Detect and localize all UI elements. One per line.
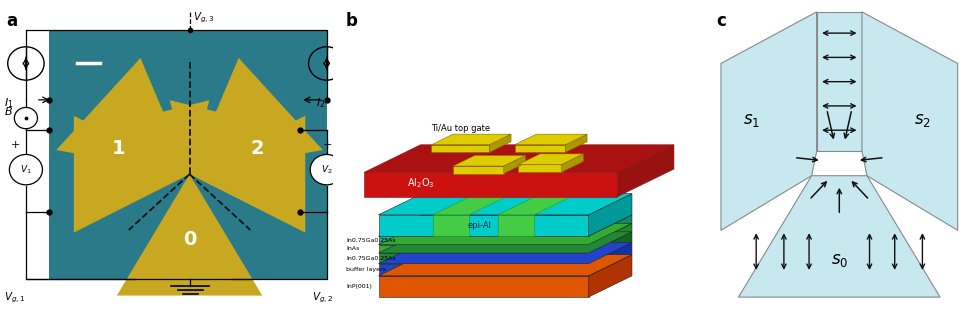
- Polygon shape: [378, 253, 589, 264]
- Text: $s_2$: $s_2$: [914, 111, 931, 129]
- Polygon shape: [498, 194, 578, 215]
- Polygon shape: [515, 134, 587, 145]
- Polygon shape: [364, 145, 674, 172]
- Polygon shape: [378, 276, 589, 297]
- Polygon shape: [489, 134, 511, 152]
- Polygon shape: [432, 134, 511, 145]
- Polygon shape: [433, 194, 512, 215]
- Text: 1: 1: [111, 139, 125, 158]
- Polygon shape: [190, 116, 305, 233]
- Circle shape: [10, 154, 43, 185]
- Polygon shape: [721, 12, 817, 230]
- Text: $V_{g,1}$: $V_{g,1}$: [5, 290, 26, 305]
- Text: $B$: $B$: [5, 105, 14, 117]
- Polygon shape: [169, 100, 247, 174]
- Text: buffer layers: buffer layers: [346, 267, 386, 272]
- Polygon shape: [515, 145, 565, 152]
- Polygon shape: [589, 243, 632, 276]
- Polygon shape: [589, 215, 632, 245]
- Text: $V_1$: $V_1$: [20, 163, 32, 176]
- Text: 0: 0: [183, 230, 197, 249]
- Polygon shape: [453, 166, 503, 174]
- Text: $I_1$: $I_1$: [5, 96, 14, 110]
- Text: c: c: [716, 12, 726, 30]
- Polygon shape: [518, 164, 561, 172]
- Polygon shape: [378, 245, 589, 253]
- Polygon shape: [378, 232, 632, 253]
- Text: $I_2$: $I_2$: [316, 96, 325, 110]
- Polygon shape: [378, 223, 632, 245]
- Text: $\mathrm{Al_2O_3}$: $\mathrm{Al_2O_3}$: [408, 176, 436, 189]
- Polygon shape: [378, 215, 589, 236]
- Polygon shape: [117, 174, 262, 296]
- Polygon shape: [378, 255, 632, 276]
- Bar: [49, 30, 327, 279]
- Text: +: +: [11, 140, 20, 150]
- Polygon shape: [378, 243, 632, 264]
- Polygon shape: [74, 116, 190, 233]
- Text: Ti/Au top gate: Ti/Au top gate: [432, 124, 491, 133]
- Polygon shape: [618, 145, 674, 197]
- Circle shape: [310, 154, 344, 185]
- Polygon shape: [433, 215, 469, 236]
- Text: $s_0$: $s_0$: [831, 251, 848, 269]
- Polygon shape: [498, 215, 534, 236]
- Polygon shape: [378, 264, 589, 276]
- Polygon shape: [589, 194, 632, 236]
- Text: In0.75Ga0.25As: In0.75Ga0.25As: [346, 256, 396, 261]
- Text: b: b: [346, 12, 358, 30]
- Polygon shape: [817, 12, 862, 151]
- Polygon shape: [589, 223, 632, 253]
- Polygon shape: [378, 215, 632, 236]
- Text: InAs: InAs: [346, 246, 359, 251]
- Polygon shape: [56, 58, 190, 174]
- Polygon shape: [378, 194, 632, 215]
- Text: +: +: [322, 140, 332, 150]
- Polygon shape: [862, 12, 957, 230]
- Polygon shape: [453, 155, 526, 166]
- Text: $s_1$: $s_1$: [742, 111, 760, 129]
- Text: InP(001): InP(001): [346, 284, 372, 289]
- Polygon shape: [503, 155, 526, 174]
- Polygon shape: [364, 172, 618, 197]
- Polygon shape: [518, 154, 584, 164]
- Polygon shape: [132, 100, 209, 174]
- Polygon shape: [561, 154, 584, 172]
- Text: $V_{g,3}$: $V_{g,3}$: [193, 11, 214, 25]
- Polygon shape: [589, 232, 632, 264]
- Polygon shape: [378, 236, 589, 245]
- Polygon shape: [739, 176, 940, 297]
- Text: $V_{g,2}$: $V_{g,2}$: [312, 290, 333, 305]
- Text: $V_2$: $V_2$: [321, 163, 333, 176]
- Text: epi-Al: epi-Al: [468, 221, 492, 230]
- Polygon shape: [565, 134, 587, 152]
- Polygon shape: [190, 58, 322, 174]
- Text: a: a: [6, 12, 17, 30]
- Polygon shape: [589, 255, 632, 297]
- Text: 2: 2: [251, 139, 264, 158]
- Polygon shape: [432, 145, 489, 152]
- Text: In0.75Ga0.25As: In0.75Ga0.25As: [346, 238, 396, 243]
